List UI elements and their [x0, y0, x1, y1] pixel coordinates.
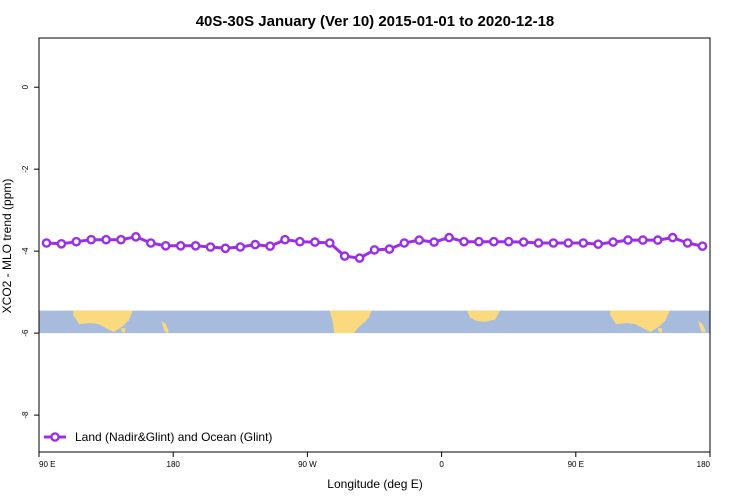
data-point [250, 239, 260, 250]
data-point [131, 231, 141, 242]
data-point [324, 238, 335, 248]
data-point [638, 235, 648, 245]
land-south-america [329, 310, 372, 334]
y-tick-label: -2 [21, 165, 30, 173]
data-point [280, 234, 290, 245]
land-australia-repeat [610, 310, 670, 332]
data-point [503, 236, 514, 247]
data-point [41, 238, 52, 248]
series-layer [41, 231, 708, 263]
data-point [533, 238, 544, 248]
data-point [265, 241, 275, 251]
y-axis: 0 -2 -4 -6 -8 [21, 84, 39, 419]
data-point [384, 244, 395, 254]
data-point [220, 243, 231, 254]
data-point [71, 236, 82, 247]
x-tick-label: 90 E [568, 460, 584, 469]
data-point [682, 238, 693, 248]
data-point [295, 236, 305, 247]
x-tick-label: 0 [439, 460, 444, 469]
data-point [160, 240, 171, 251]
data-point [667, 232, 678, 243]
land-africa [466, 310, 500, 322]
data-point [205, 242, 216, 252]
land-new-zealand [161, 320, 169, 334]
y-tick-label: -8 [21, 411, 30, 419]
map-strip [39, 310, 710, 334]
data-point [563, 238, 574, 248]
x-axis-label: Longitude (deg E) [327, 477, 422, 491]
x-tick-label: 90 E [39, 460, 55, 469]
land-tasmania [121, 328, 126, 333]
data-point [459, 236, 469, 247]
data-point [354, 253, 365, 263]
x-tick-label: 90 W [298, 460, 317, 469]
data-point [518, 237, 529, 247]
data-point [56, 238, 67, 249]
y-tick-label: -4 [21, 247, 30, 255]
data-point [608, 237, 618, 247]
data-point [429, 237, 439, 247]
land-australia [73, 310, 133, 332]
legend: Land (Nadir&Glint) and Ocean (Glint) [44, 430, 272, 444]
data-point [474, 236, 484, 247]
x-tick-label: 180 [697, 460, 711, 469]
legend-marker [50, 432, 60, 442]
data-point [339, 251, 350, 261]
ocean-band [39, 310, 710, 334]
data-point [653, 235, 663, 245]
data-point [116, 234, 126, 245]
plot-frame [38, 37, 711, 453]
data-point [310, 237, 320, 247]
data-point [488, 236, 499, 247]
x-axis: 90 E 180 90 W 0 90 E 180 [38, 452, 711, 469]
data-point [369, 245, 380, 255]
data-point [578, 238, 589, 248]
data-point [235, 242, 246, 252]
land-tasmania-repeat [657, 328, 663, 333]
legend-label: Land (Nadir&Glint) and Ocean (Glint) [75, 430, 272, 444]
data-point [444, 232, 454, 243]
data-point [145, 238, 156, 248]
data-point [623, 235, 633, 245]
y-tick-label: -6 [21, 329, 30, 337]
y-axis-label: XCO2 - MLO trend (ppm) [0, 179, 14, 314]
data-point [548, 238, 559, 248]
data-point [593, 239, 604, 249]
chart-title: 40S-30S January (Ver 10) 2015-01-01 to 2… [196, 13, 555, 30]
data-point [86, 234, 96, 245]
land-new-zealand-repeat [698, 320, 706, 334]
x-tick-label: 180 [167, 460, 181, 469]
y-tick-label: 0 [21, 84, 30, 89]
data-point [190, 240, 201, 251]
data-point [697, 241, 708, 251]
data-point [101, 234, 111, 245]
data-point [175, 240, 186, 251]
data-point [414, 235, 425, 245]
data-point [399, 238, 410, 248]
